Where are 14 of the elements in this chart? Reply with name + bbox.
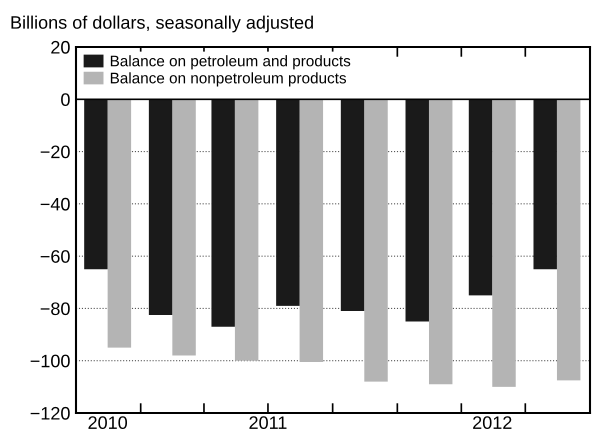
y-tick-label: −40	[40, 198, 70, 211]
y-tick-label: −20	[40, 146, 70, 158]
y-tick-label: −120	[30, 406, 70, 420]
x-tick-label: 2012	[473, 416, 512, 430]
y-tick-label: −80	[40, 302, 70, 316]
x-tick-label: 2011	[249, 416, 286, 430]
y-tick-label: −100	[30, 354, 70, 368]
legend-label: Balance on nonpetroleum products	[110, 72, 346, 86]
y-axis-title: Billions of dollars, seasonally adjusted	[11, 16, 313, 32]
y-tick-label: 0	[61, 93, 70, 106]
legend-label: Balance on petroleum and products	[110, 55, 350, 70]
x-tick-label: 2010	[88, 416, 128, 430]
y-tick-label: −60	[40, 250, 70, 263]
y-tick-label: 20	[51, 40, 70, 54]
